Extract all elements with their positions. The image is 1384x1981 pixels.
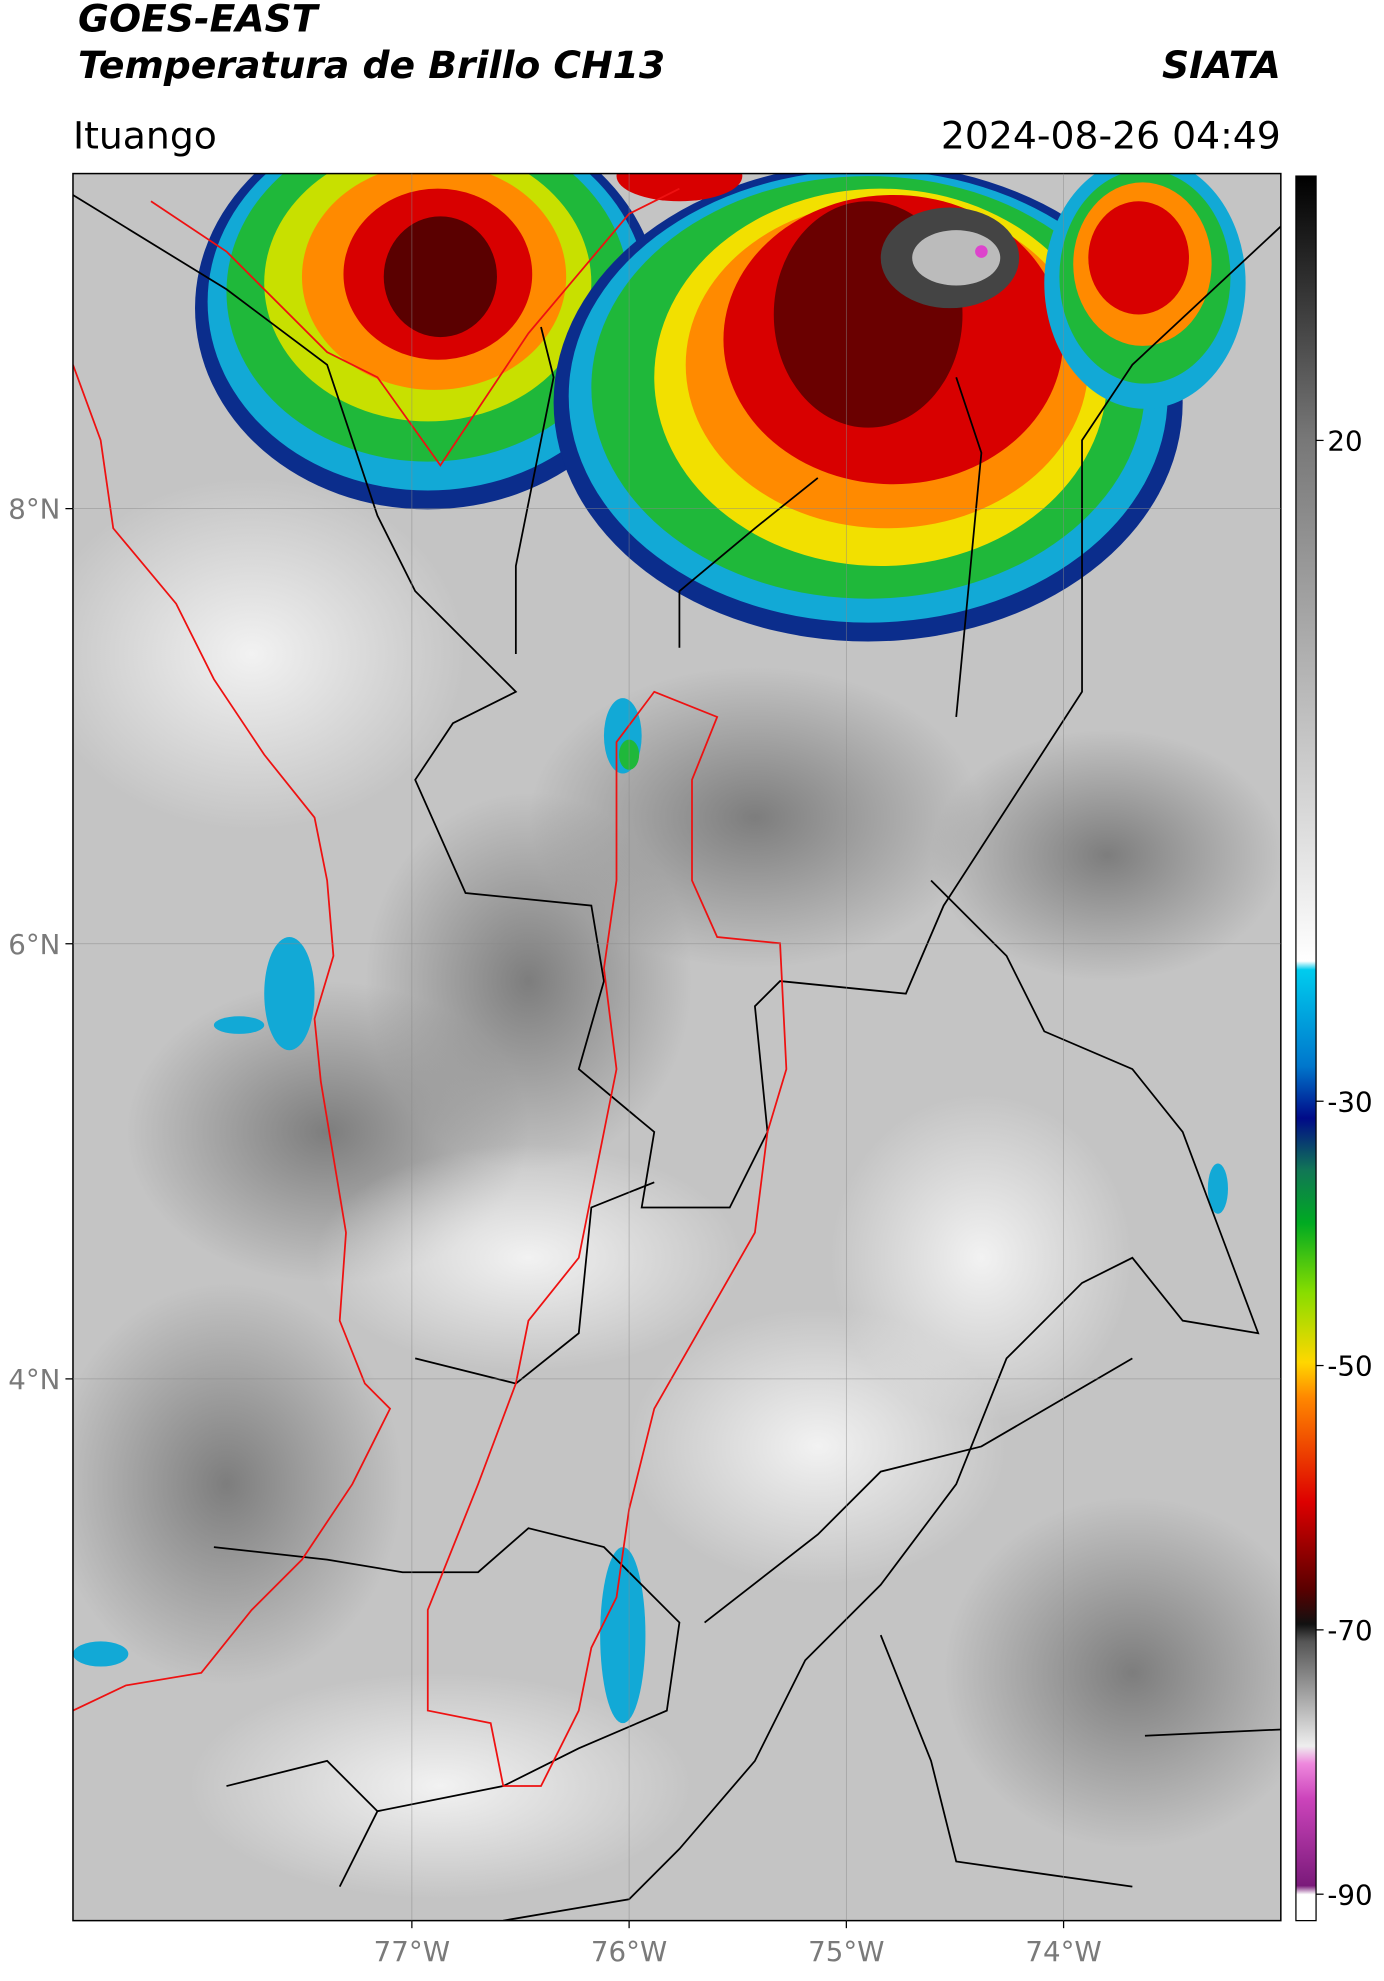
y-tick-label: 4°N [8, 1363, 60, 1396]
satellite-title: GOES-EAST [78, 0, 321, 40]
colorbar [1295, 175, 1317, 1922]
colorbar-tick-label: -90 [1327, 1878, 1372, 1911]
datetime: 2024-08-26 04:49 [941, 113, 1281, 157]
region: Ituango [73, 113, 217, 157]
colorbar-tick-label: 20 [1327, 424, 1362, 457]
y-tick-label: 6°N [8, 928, 60, 961]
x-tick-label: 77°W [374, 1935, 450, 1968]
map-image [72, 173, 1281, 1921]
agency: SIATA [1162, 43, 1281, 87]
colorbar-tick-label: -30 [1327, 1085, 1372, 1118]
y-tick-label: 8°N [8, 493, 60, 526]
colorbar-tick-label: -70 [1327, 1614, 1372, 1647]
map-frame [72, 172, 1282, 1922]
colorbar-tick-label: -50 [1327, 1350, 1372, 1383]
x-tick-label: 76°W [591, 1935, 667, 1968]
x-tick-label: 75°W [808, 1935, 884, 1968]
x-tick-label: 74°W [1025, 1935, 1101, 1968]
product-title: Temperatura de Brillo CH13 [78, 43, 665, 87]
